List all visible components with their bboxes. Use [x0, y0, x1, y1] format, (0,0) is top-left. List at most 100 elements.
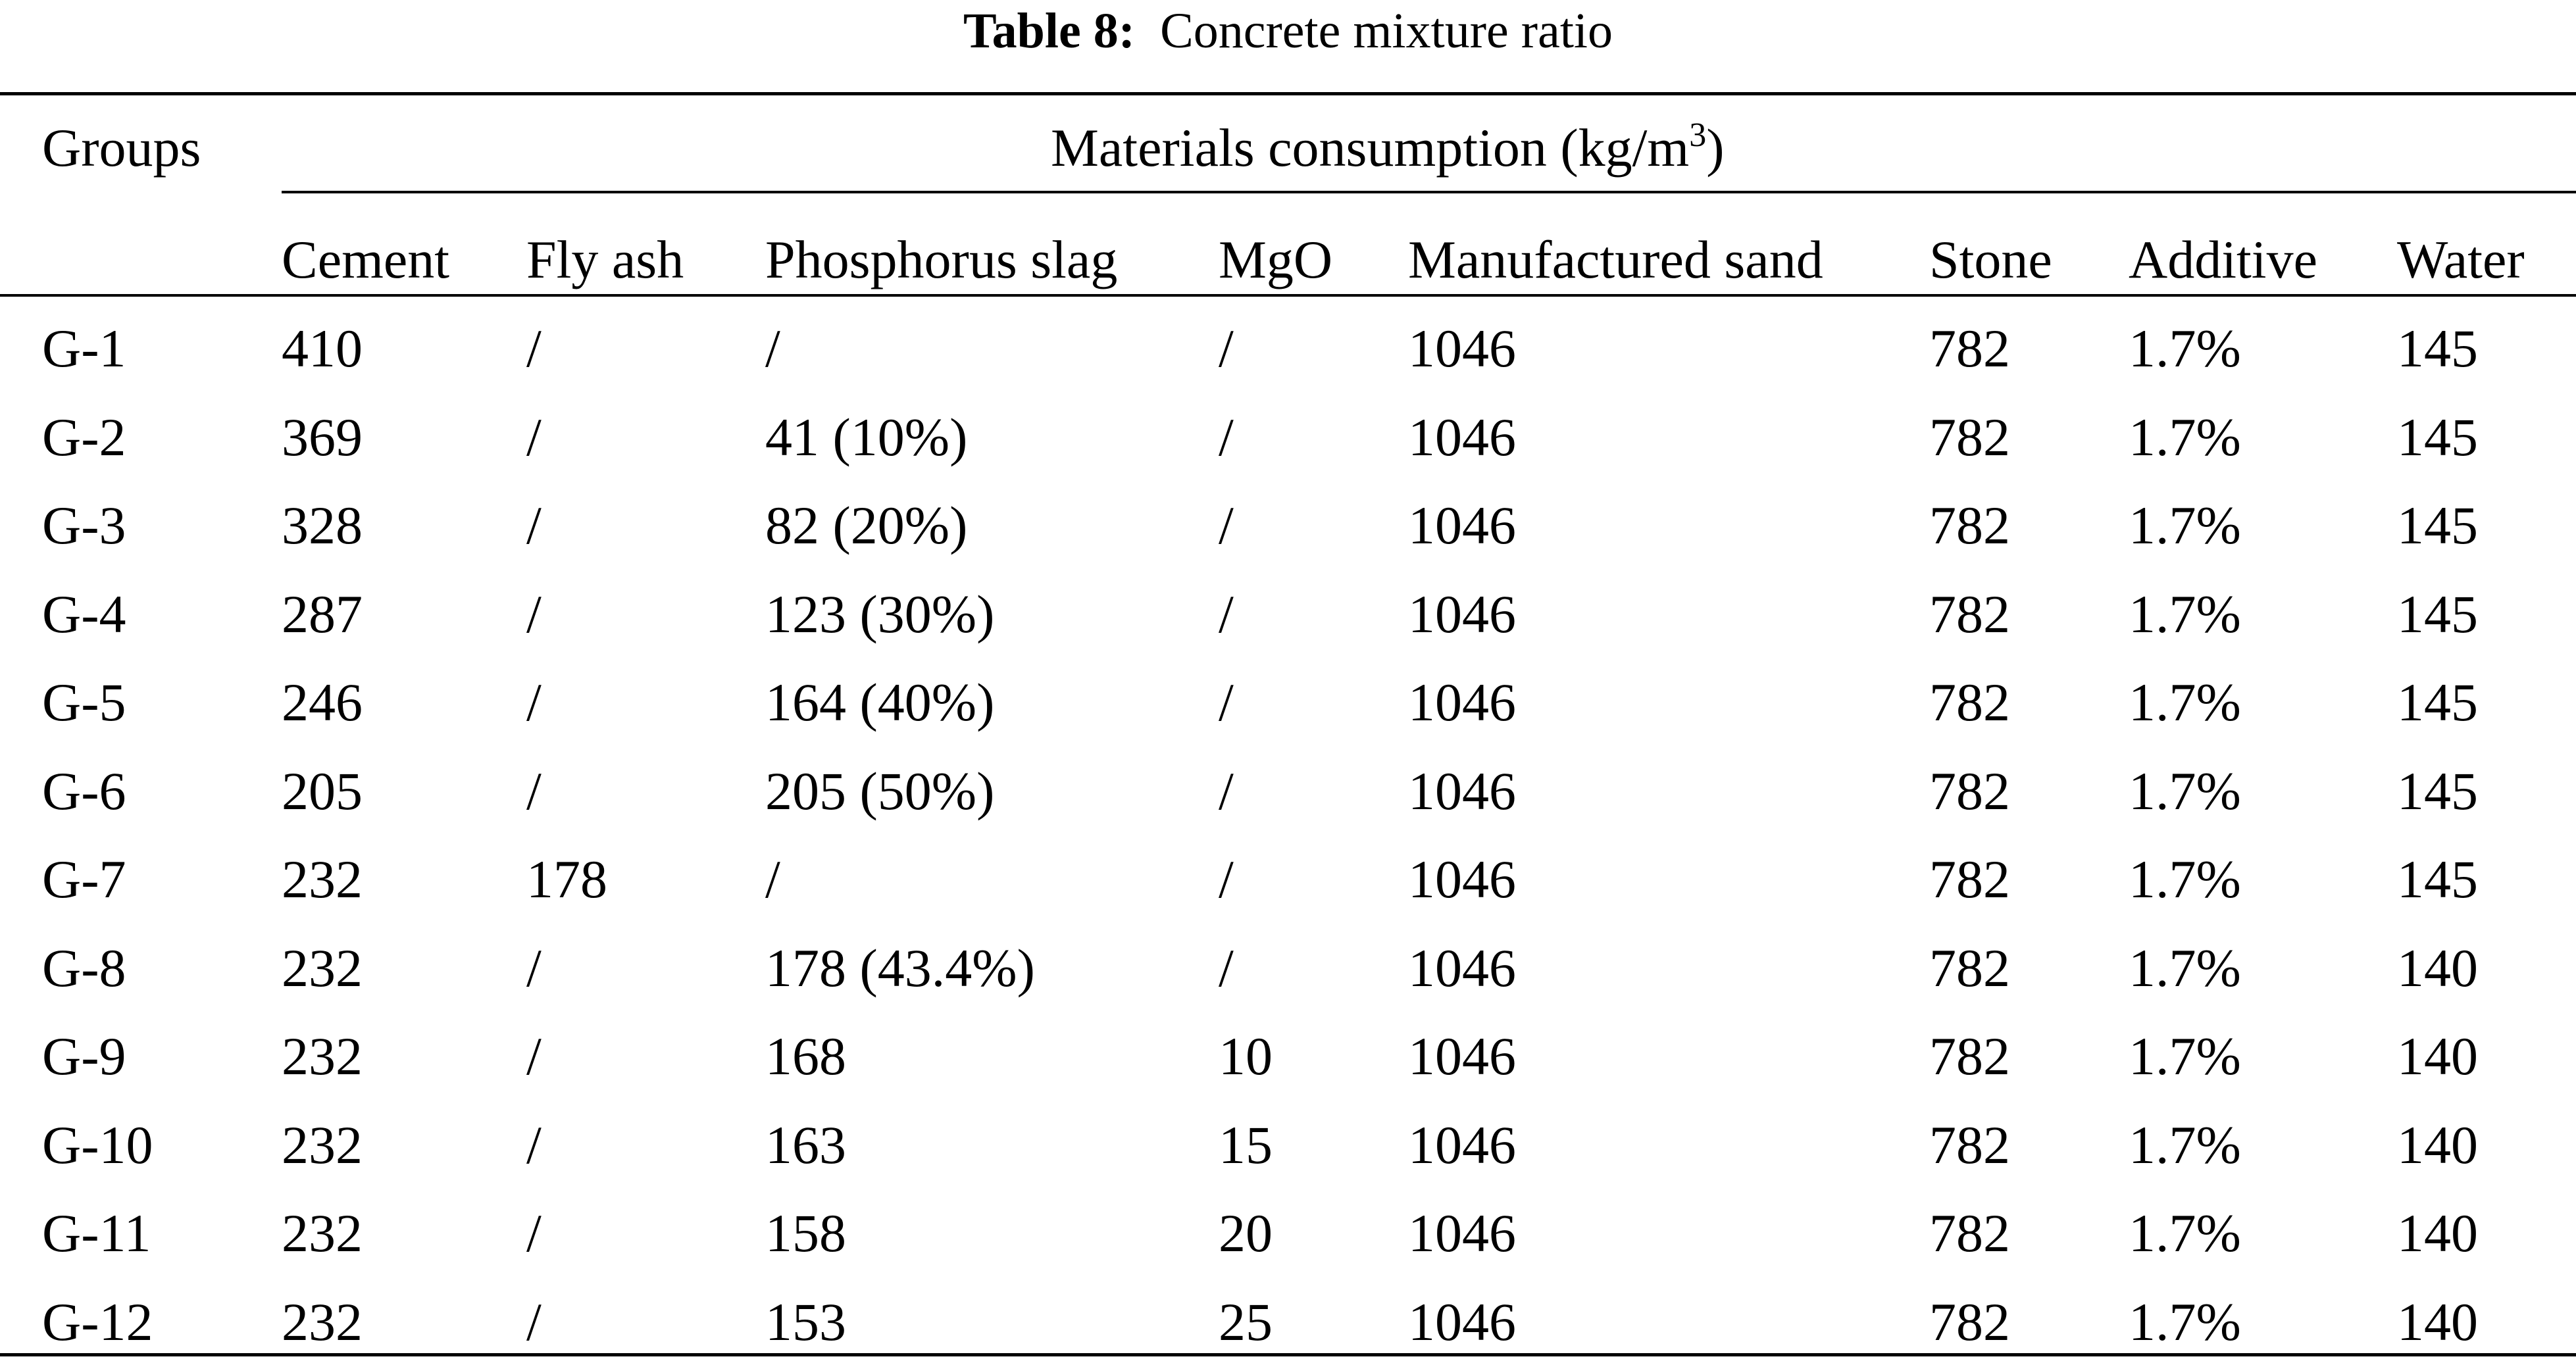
cell-group: G-8	[42, 937, 126, 998]
cell-fly-ash: /	[526, 583, 542, 644]
materials-label: Materials consumption (kg/m	[1051, 118, 1690, 178]
cell-cement: 205	[282, 760, 363, 821]
cell-cement: 232	[282, 937, 363, 998]
cell-additive: 1.7%	[2129, 318, 2241, 378]
header-bottom-rule	[0, 294, 2576, 297]
materials-unit-superscript: 3	[1689, 116, 1707, 154]
top-rule	[0, 92, 2576, 95]
cell-manufactured-sand: 1046	[1408, 849, 1516, 909]
cell-stone: 782	[1929, 672, 2010, 732]
cell-stone: 782	[1929, 937, 2010, 998]
cell-manufactured-sand: 1046	[1408, 760, 1516, 821]
cell-group: G-3	[42, 495, 126, 555]
cell-water: 145	[2397, 672, 2478, 732]
header-span-rule	[282, 191, 2576, 193]
cell-water: 145	[2397, 318, 2478, 378]
cell-manufactured-sand: 1046	[1408, 1203, 1516, 1263]
cell-water: 140	[2397, 1026, 2478, 1086]
caption-label: Table 8:	[963, 3, 1136, 59]
cell-additive: 1.7%	[2129, 1203, 2241, 1263]
cell-phosphorus-slag: /	[765, 318, 780, 378]
cell-stone: 782	[1929, 495, 2010, 555]
cell-fly-ash: /	[526, 318, 542, 378]
cell-group: G-11	[42, 1203, 151, 1263]
cell-mgo: /	[1219, 672, 1234, 732]
column-header-water: Water	[2397, 230, 2525, 289]
cell-cement: 328	[282, 495, 363, 555]
cell-phosphorus-slag: 205 (50%)	[765, 760, 995, 821]
cell-water: 145	[2397, 849, 2478, 909]
cell-cement: 232	[282, 849, 363, 909]
table-caption: Table 8: Concrete mixture ratio	[0, 0, 2576, 62]
cell-cement: 232	[282, 1114, 363, 1175]
header-materials-consumption: Materials consumption (kg/m3)	[1051, 118, 1725, 178]
caption-title: Concrete mixture ratio	[1160, 3, 1613, 59]
cell-phosphorus-slag: 82 (20%)	[765, 495, 968, 555]
cell-water: 140	[2397, 937, 2478, 998]
cell-phosphorus-slag: 178 (43.4%)	[765, 937, 1035, 998]
cell-group: G-1	[42, 318, 126, 378]
cell-cement: 369	[282, 407, 363, 467]
cell-additive: 1.7%	[2129, 672, 2241, 732]
column-header-cement: Cement	[282, 230, 450, 289]
cell-group: G-10	[42, 1114, 153, 1175]
cell-phosphorus-slag: 163	[765, 1114, 846, 1175]
cell-additive: 1.7%	[2129, 1291, 2241, 1352]
cell-fly-ash: /	[526, 495, 542, 555]
cell-mgo: /	[1219, 495, 1234, 555]
cell-stone: 782	[1929, 760, 2010, 821]
cell-mgo: /	[1219, 937, 1234, 998]
column-header-manufactured-sand: Manufactured sand	[1408, 230, 1823, 289]
cell-additive: 1.7%	[2129, 495, 2241, 555]
cell-mgo: /	[1219, 407, 1234, 467]
cell-additive: 1.7%	[2129, 1026, 2241, 1086]
cell-water: 145	[2397, 583, 2478, 644]
cell-phosphorus-slag: 168	[765, 1026, 846, 1086]
cell-group: G-5	[42, 672, 126, 732]
cell-cement: 232	[282, 1203, 363, 1263]
column-header-additive: Additive	[2129, 230, 2317, 289]
cell-additive: 1.7%	[2129, 1114, 2241, 1175]
cell-additive: 1.7%	[2129, 583, 2241, 644]
cell-water: 145	[2397, 760, 2478, 821]
cell-water: 145	[2397, 407, 2478, 467]
cell-cement: 410	[282, 318, 363, 378]
cell-manufactured-sand: 1046	[1408, 1026, 1516, 1086]
cell-manufactured-sand: 1046	[1408, 1114, 1516, 1175]
cell-mgo: /	[1219, 849, 1234, 909]
cell-fly-ash: /	[526, 672, 542, 732]
cell-stone: 782	[1929, 407, 2010, 467]
cell-phosphorus-slag: 158	[765, 1203, 846, 1263]
cell-manufactured-sand: 1046	[1408, 318, 1516, 378]
column-header-stone: Stone	[1929, 230, 2052, 289]
column-header-mgo: MgO	[1219, 230, 1333, 289]
cell-stone: 782	[1929, 318, 2010, 378]
cell-group: G-4	[42, 583, 126, 644]
cell-manufactured-sand: 1046	[1408, 407, 1516, 467]
cell-fly-ash: /	[526, 1203, 542, 1263]
column-header-phosphorus-slag: Phosphorus slag	[765, 230, 1118, 289]
cell-cement: 232	[282, 1291, 363, 1352]
cell-cement: 246	[282, 672, 363, 732]
cell-cement: 287	[282, 583, 363, 644]
materials-label-end: )	[1706, 118, 1725, 178]
column-header-fly-ash: Fly ash	[526, 230, 684, 289]
cell-water: 145	[2397, 495, 2478, 555]
cell-mgo: /	[1219, 318, 1234, 378]
cell-mgo: 10	[1219, 1026, 1273, 1086]
header-groups: Groups	[42, 118, 201, 178]
cell-stone: 782	[1929, 583, 2010, 644]
cell-group: G-12	[42, 1291, 153, 1352]
cell-cement: 232	[282, 1026, 363, 1086]
cell-stone: 782	[1929, 1203, 2010, 1263]
cell-group: G-2	[42, 407, 126, 467]
cell-water: 140	[2397, 1114, 2478, 1175]
cell-additive: 1.7%	[2129, 937, 2241, 998]
cell-stone: 782	[1929, 1291, 2010, 1352]
cell-additive: 1.7%	[2129, 407, 2241, 467]
bottom-rule	[0, 1353, 2576, 1356]
cell-fly-ash: 178	[526, 849, 607, 909]
cell-phosphorus-slag: 41 (10%)	[765, 407, 968, 467]
cell-additive: 1.7%	[2129, 760, 2241, 821]
cell-manufactured-sand: 1046	[1408, 583, 1516, 644]
